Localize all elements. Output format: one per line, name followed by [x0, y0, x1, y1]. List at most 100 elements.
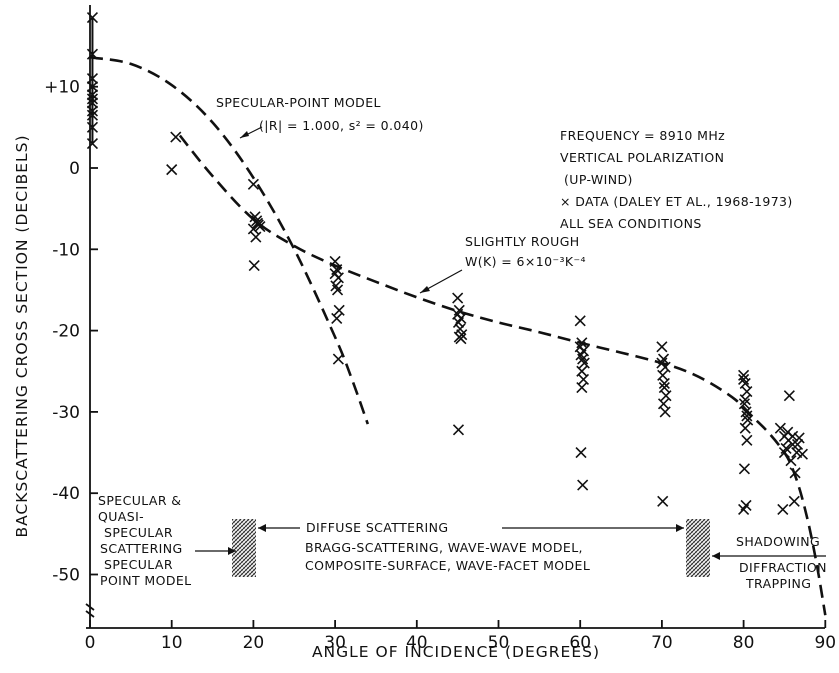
data-point	[656, 341, 668, 353]
data-point	[742, 414, 754, 426]
diffraction-label: DIFFRACTION	[739, 560, 827, 575]
condition-wind: (UP-WIND)	[564, 172, 633, 187]
y-tick-label: -10	[52, 240, 80, 260]
data-point	[331, 312, 343, 324]
data-point	[774, 422, 786, 434]
data-point	[452, 292, 464, 304]
slightly-rough-leader-head	[420, 286, 430, 293]
x-ticks: 0 10 20 30 40 50 60 70 80 90	[85, 620, 836, 653]
specular-region-2: QUASI-	[98, 509, 144, 524]
specular-point-curve	[89, 56, 370, 425]
x-tick-label: 90	[814, 633, 836, 653]
data-point	[738, 463, 750, 475]
data-point	[574, 341, 586, 353]
data-point	[739, 422, 751, 434]
specular-region-5: SPECULAR	[104, 557, 173, 572]
diffuse-arrow-left-head	[258, 524, 266, 532]
data-point	[452, 308, 464, 320]
shadowing-boundary-band	[686, 519, 710, 577]
slightly-rough-title: SLIGHTLY ROUGH	[465, 234, 580, 249]
x-tick-label: 20	[243, 633, 265, 653]
data-point	[788, 495, 800, 507]
annotations: SPECULAR-POINT MODEL (|R| = 1.000, s² = …	[98, 95, 827, 591]
data-point	[170, 131, 182, 143]
y-tick-label: -40	[52, 484, 80, 504]
x-tick-label: 70	[651, 633, 673, 653]
specular-model-leader-head	[240, 131, 249, 138]
y-axis-title: BACKSCATTERING CROSS SECTION (DECIBELS)	[13, 134, 31, 537]
data-point	[455, 333, 467, 345]
data-point	[577, 479, 589, 491]
data-point	[741, 410, 753, 422]
condition-frequency: FREQUENCY = 8910 MHz	[560, 128, 725, 143]
diffuse-line-3: COMPOSITE-SURFACE, WAVE-FACET MODEL	[305, 558, 590, 573]
specular-arrow-head	[228, 547, 236, 555]
specular-region-4: SCATTERING	[100, 541, 183, 556]
slightly-rough-formula: W(K) = 6×10⁻³K⁻⁴	[465, 254, 586, 269]
x-tick-label: 10	[161, 633, 183, 653]
shadowing-label: SHADOWING	[736, 534, 820, 549]
data-point	[247, 178, 259, 190]
data-point	[247, 223, 259, 235]
x-tick-label: 0	[85, 633, 96, 653]
data-point	[777, 503, 789, 516]
data-point	[785, 455, 797, 467]
x-tick-label: 40	[406, 633, 428, 653]
specular-boundary-band	[232, 519, 256, 577]
y-tick-label: +10	[44, 78, 80, 98]
condition-sea: ALL SEA CONDITIONS	[560, 216, 702, 231]
data-point	[659, 406, 671, 418]
data-point	[248, 259, 260, 272]
data-point	[657, 495, 669, 507]
data-point	[331, 284, 344, 296]
x-tick-label: 80	[733, 633, 755, 653]
specular-model-params: (|R| = 1.000, s² = 0.040)	[259, 118, 424, 133]
x-tick-label: 50	[488, 633, 510, 653]
specular-region-3: SPECULAR	[104, 525, 173, 540]
x-tick-label: 60	[569, 633, 591, 653]
data-point	[738, 503, 750, 516]
data-point	[251, 217, 264, 229]
y-axis-break	[85, 603, 95, 618]
data-point	[333, 304, 345, 316]
data-point	[739, 394, 751, 406]
diffuse-line-2: BRAGG-SCATTERING, WAVE-WAVE MODEL,	[305, 540, 583, 555]
data-point	[656, 357, 668, 369]
data-point	[576, 381, 588, 394]
y-ticks: +10 0 -10 -20 -30 -40 -50	[44, 78, 98, 586]
data-point	[793, 432, 805, 444]
diffuse-title: DIFFUSE SCATTERING	[306, 520, 448, 535]
shadowing-arrow-head	[712, 552, 720, 560]
y-tick-label: 0	[69, 159, 80, 179]
y-tick-label: -30	[52, 403, 80, 423]
data-markers	[86, 12, 808, 516]
data-point	[166, 164, 178, 176]
specular-model-title: SPECULAR-POINT MODEL	[216, 95, 381, 110]
data-point	[658, 377, 670, 390]
data-point	[250, 231, 262, 243]
data-point	[791, 438, 804, 450]
specular-region-6: POINT MODEL	[100, 573, 192, 588]
y-tick-label: -20	[52, 322, 80, 342]
data-point	[578, 357, 590, 369]
data-point	[452, 424, 465, 436]
data-point	[738, 369, 750, 381]
diffuse-arrow-right-head	[676, 524, 684, 532]
data-point	[787, 430, 799, 442]
data-point	[574, 315, 586, 327]
x-axis-title: ANGLE OF INCIDENCE (DEGREES)	[312, 643, 600, 661]
specular-region-1: SPECULAR &	[98, 493, 181, 508]
data-point	[329, 268, 341, 280]
data-point	[741, 434, 753, 446]
condition-polarization: VERTICAL POLARIZATION	[560, 150, 724, 165]
data-point	[658, 381, 670, 394]
data-point	[796, 448, 808, 460]
data-point	[332, 353, 344, 365]
data-point	[575, 446, 587, 459]
y-tick-label: -50	[52, 566, 80, 586]
trapping-label: TRAPPING	[745, 576, 811, 591]
data-point	[783, 390, 795, 402]
x-tick-label: 30	[324, 633, 346, 653]
data-point	[778, 446, 791, 459]
